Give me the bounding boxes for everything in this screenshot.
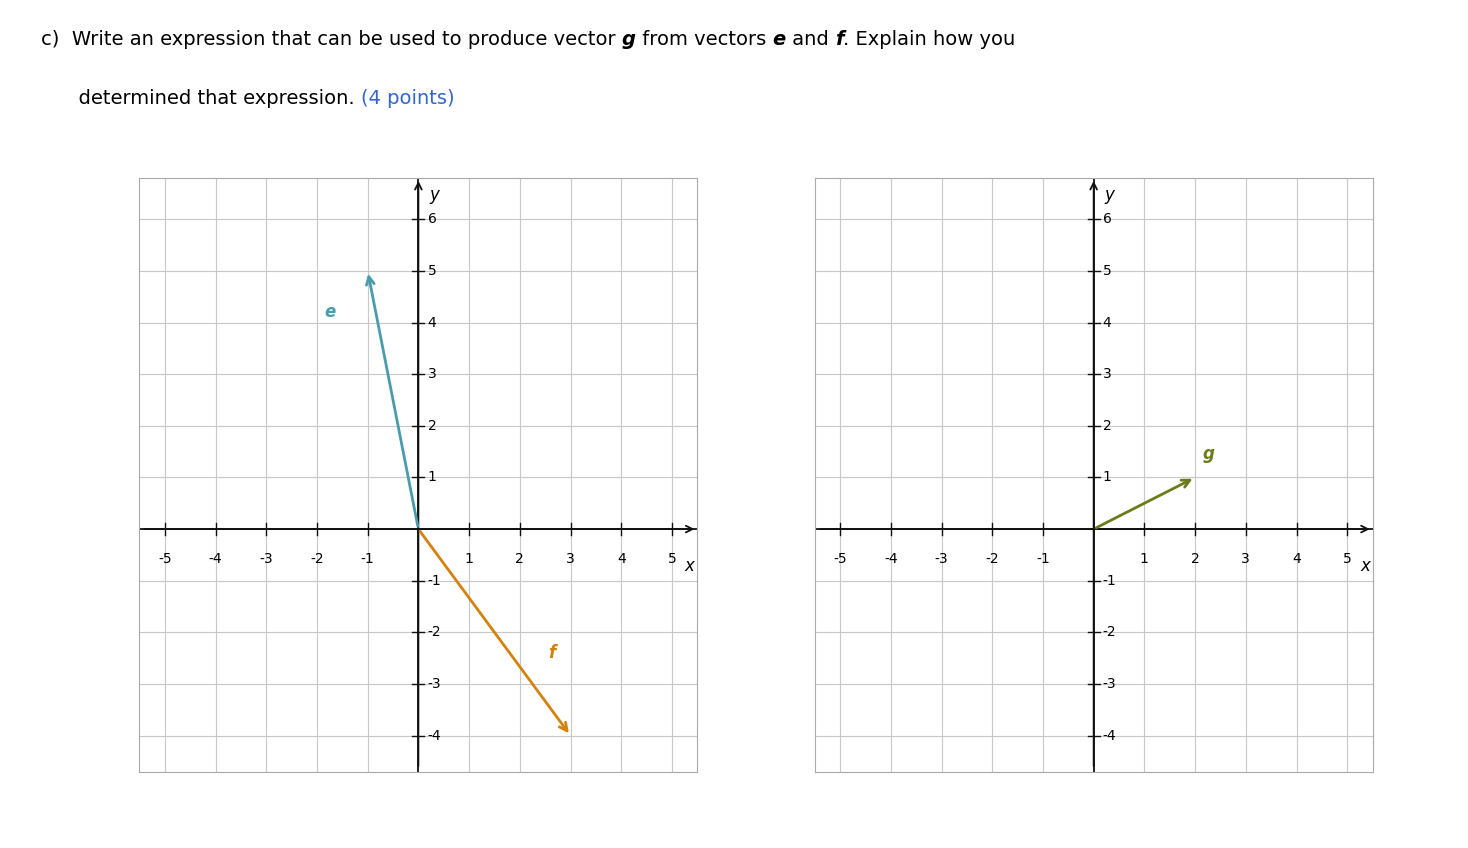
Text: x: x xyxy=(1361,557,1370,576)
Text: g: g xyxy=(622,30,636,48)
Text: -1: -1 xyxy=(1036,552,1050,566)
Text: 2: 2 xyxy=(427,419,436,432)
Text: -2: -2 xyxy=(310,552,324,566)
Text: 4: 4 xyxy=(1292,552,1301,566)
Text: 5: 5 xyxy=(1102,264,1111,278)
Text: f: f xyxy=(835,30,843,48)
Text: f: f xyxy=(548,644,555,662)
Text: -2: -2 xyxy=(985,552,1000,566)
Text: -1: -1 xyxy=(361,552,374,566)
Text: e: e xyxy=(772,30,785,48)
Text: -5: -5 xyxy=(834,552,847,566)
Text: 3: 3 xyxy=(1102,367,1111,382)
Text: -3: -3 xyxy=(427,677,440,691)
Text: (4 points): (4 points) xyxy=(361,89,455,108)
Text: -4: -4 xyxy=(1102,728,1116,743)
Text: -3: -3 xyxy=(260,552,273,566)
Text: -4: -4 xyxy=(884,552,897,566)
Text: -5: -5 xyxy=(159,552,172,566)
Text: 3: 3 xyxy=(567,552,575,566)
Text: 2: 2 xyxy=(515,552,524,566)
Text: . Explain how you: . Explain how you xyxy=(843,30,1016,48)
Text: 5: 5 xyxy=(668,552,677,566)
Text: y: y xyxy=(1105,186,1114,204)
Text: 4: 4 xyxy=(1102,315,1111,330)
Text: y: y xyxy=(430,186,439,204)
Text: -4: -4 xyxy=(427,728,440,743)
Text: -3: -3 xyxy=(935,552,948,566)
Text: -4: -4 xyxy=(208,552,222,566)
Text: 5: 5 xyxy=(1343,552,1352,566)
Text: 4: 4 xyxy=(427,315,436,330)
Text: 5: 5 xyxy=(427,264,436,278)
Text: 4: 4 xyxy=(617,552,625,566)
Text: 1: 1 xyxy=(465,552,474,566)
Text: 1: 1 xyxy=(427,471,436,484)
Text: 6: 6 xyxy=(1102,212,1111,226)
Text: e: e xyxy=(324,304,336,321)
Text: 2: 2 xyxy=(1102,419,1111,432)
Text: -2: -2 xyxy=(1102,625,1116,639)
Text: g: g xyxy=(1202,445,1214,463)
Text: -3: -3 xyxy=(1102,677,1116,691)
Text: 1: 1 xyxy=(1102,471,1111,484)
Text: from vectors: from vectors xyxy=(636,30,772,48)
Text: determined that expression.: determined that expression. xyxy=(41,89,361,108)
Text: -1: -1 xyxy=(427,574,442,588)
Text: 1: 1 xyxy=(1141,552,1149,566)
Text: 3: 3 xyxy=(427,367,436,382)
Text: -2: -2 xyxy=(427,625,440,639)
Text: 3: 3 xyxy=(1242,552,1251,566)
Text: c)  Write an expression that can be used to produce vector: c) Write an expression that can be used … xyxy=(41,30,622,48)
Text: x: x xyxy=(686,557,694,576)
Text: -1: -1 xyxy=(1102,574,1117,588)
Text: 2: 2 xyxy=(1191,552,1199,566)
Text: and: and xyxy=(785,30,835,48)
Text: 6: 6 xyxy=(427,212,436,226)
